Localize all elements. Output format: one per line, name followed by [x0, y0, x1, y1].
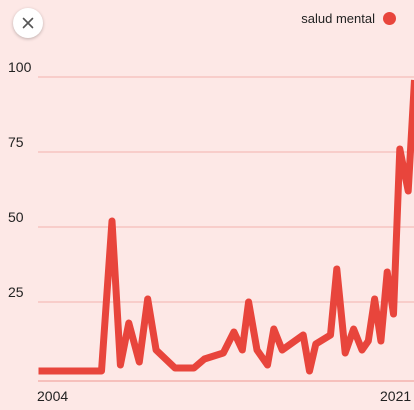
close-icon: [22, 17, 34, 29]
series-line-0: [38, 79, 414, 375]
legend: salud mental: [301, 11, 396, 26]
close-button[interactable]: [13, 8, 43, 38]
y-tick-label-50: 50: [8, 209, 24, 225]
y-tick-label-75: 75: [8, 134, 24, 150]
legend-swatch: [383, 12, 396, 25]
legend-label: salud mental: [301, 11, 375, 26]
x-tick-label-2004: 2004: [37, 388, 68, 404]
y-tick-label-25: 25: [8, 284, 24, 300]
x-tick-label-2021: 2021: [380, 388, 411, 404]
y-tick-label-100: 100: [8, 59, 32, 75]
